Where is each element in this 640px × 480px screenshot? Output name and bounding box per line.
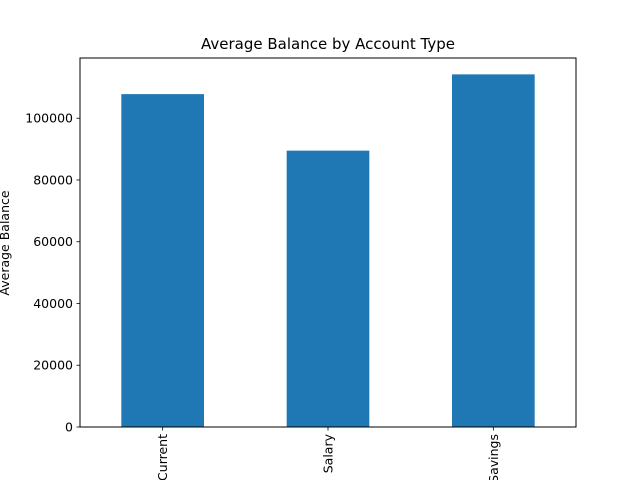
y-tick-label: 80000	[33, 172, 73, 187]
y-tick-label: 20000	[33, 358, 73, 373]
x-tick-label: Salary	[321, 433, 336, 473]
bars-group	[121, 74, 535, 428]
x-tick-label: Savings	[486, 434, 501, 480]
x-tick-label: Current	[155, 434, 170, 480]
chart-title: Average Balance by Account Type	[201, 35, 455, 53]
y-axis: 0 20000 40000 60000 80000 100000	[25, 111, 80, 435]
bar-salary	[286, 150, 370, 427]
x-axis: Current Salary Savings	[155, 427, 501, 480]
plot-frame	[79, 57, 577, 428]
y-tick-label: 100000	[25, 111, 73, 126]
bar-current	[121, 94, 204, 427]
y-tick-label: 0	[65, 420, 73, 435]
y-axis-label: Average Balance	[0, 190, 12, 295]
bar-savings	[452, 74, 535, 428]
y-tick-label: 40000	[33, 296, 73, 311]
y-tick-label: 60000	[33, 234, 73, 249]
